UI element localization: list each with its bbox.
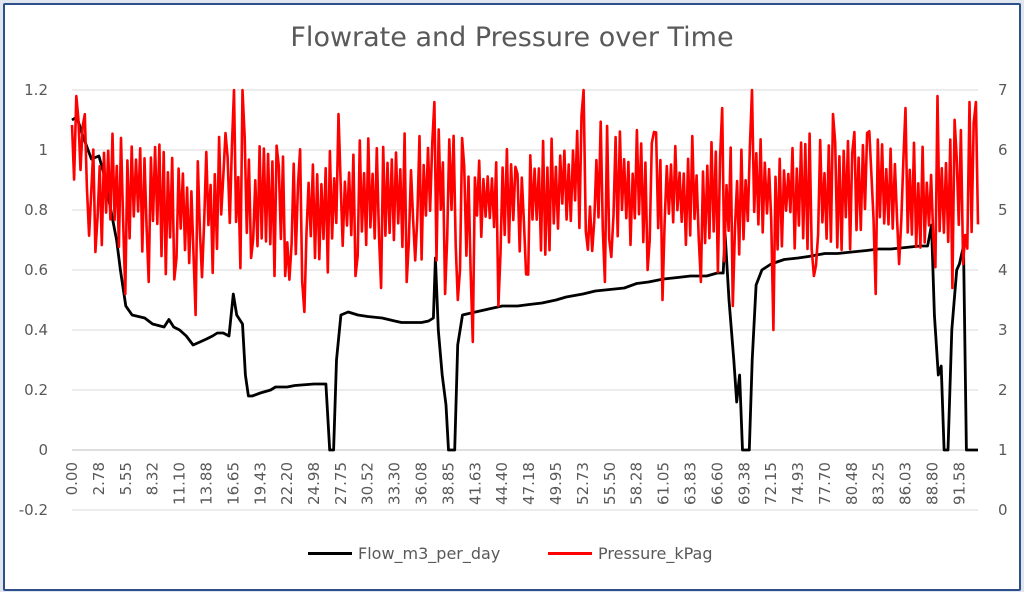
x-tick-label: 22.20 [278, 462, 296, 505]
y-right-tick-label: 0 [998, 501, 1008, 519]
y-left-tick-label: 0.4 [24, 321, 48, 339]
series-line-flow [71, 115, 978, 452]
x-tick-label: 19.43 [251, 462, 269, 505]
y-left-tick-label: 0.8 [24, 201, 48, 219]
chart-title: Flowrate and Pressure over Time [290, 22, 734, 53]
x-tick-label: 33.30 [386, 462, 404, 505]
series-line-pressure [70, 88, 980, 344]
y-left-tick-label: -0.2 [19, 501, 48, 519]
x-tick-label: 83.25 [870, 462, 888, 505]
x-tick-label: 58.28 [628, 462, 646, 505]
x-tick-label: 69.38 [735, 462, 753, 505]
x-tick-label: 52.73 [574, 462, 592, 505]
x-tick-label: 41.63 [466, 462, 484, 505]
x-tick-label: 80.48 [843, 462, 861, 505]
x-tick-label: 55.50 [601, 462, 619, 505]
x-tick-label: 86.03 [897, 462, 915, 505]
y-left-tick-label: 1 [38, 141, 48, 159]
x-tick-label: 27.75 [332, 462, 350, 505]
x-tick-label: 11.10 [171, 462, 189, 505]
y-right-tick-label: 3 [998, 321, 1008, 339]
chart-frame [3, 3, 1021, 591]
x-tick-label: 24.98 [305, 462, 323, 505]
x-tick-label: 2.78 [90, 462, 108, 495]
x-tick-label: 74.93 [789, 462, 807, 505]
x-tick-label: 16.65 [224, 462, 242, 505]
x-tick-label: 63.83 [682, 462, 700, 505]
y-right-tick-label: 5 [998, 201, 1008, 219]
legend-swatch-flow [308, 552, 352, 555]
x-tick-label: 13.88 [197, 462, 215, 505]
y-right-tick-label: 2 [998, 381, 1008, 399]
x-tick-label: 38.85 [439, 462, 457, 505]
x-tick-label: 30.52 [359, 462, 377, 505]
y-left-tick-label: 0.2 [24, 381, 48, 399]
x-tick-label: 72.15 [762, 462, 780, 505]
x-tick-label: 44.40 [493, 462, 511, 505]
x-tick-label: 8.32 [144, 462, 162, 495]
legend-label-flow: Flow_m3_per_day [358, 544, 501, 563]
legend-item-flow: Flow_m3_per_day [308, 544, 500, 563]
x-tick-label: 36.08 [413, 462, 431, 505]
x-tick-label: 0.00 [63, 462, 81, 495]
legend: Flow_m3_per_day Pressure_kPag [0, 544, 1024, 568]
y-right-tick-label: 6 [998, 141, 1008, 159]
x-tick-label: 49.95 [547, 462, 565, 505]
legend-swatch-pressure [548, 552, 592, 555]
legend-item-pressure: Pressure_kPag [548, 544, 712, 563]
y-right-tick-label: 4 [998, 261, 1008, 279]
legend-label-pressure: Pressure_kPag [598, 544, 713, 563]
x-tick-label: 47.18 [520, 462, 538, 505]
y-right-tick-label: 7 [998, 81, 1008, 99]
y-left-tick-label: 0.6 [24, 261, 48, 279]
x-tick-label: 5.55 [117, 462, 135, 495]
x-tick-label: 77.70 [816, 462, 834, 505]
x-tick-label: 91.58 [950, 462, 968, 505]
x-tick-label: 88.80 [923, 462, 941, 505]
y-left-tick-label: 0 [38, 441, 48, 459]
x-tick-label: 66.60 [708, 462, 726, 505]
y-right-tick-label: 1 [998, 441, 1008, 459]
x-tick-label: 61.05 [655, 462, 673, 505]
y-left-tick-label: 1.2 [24, 81, 48, 99]
